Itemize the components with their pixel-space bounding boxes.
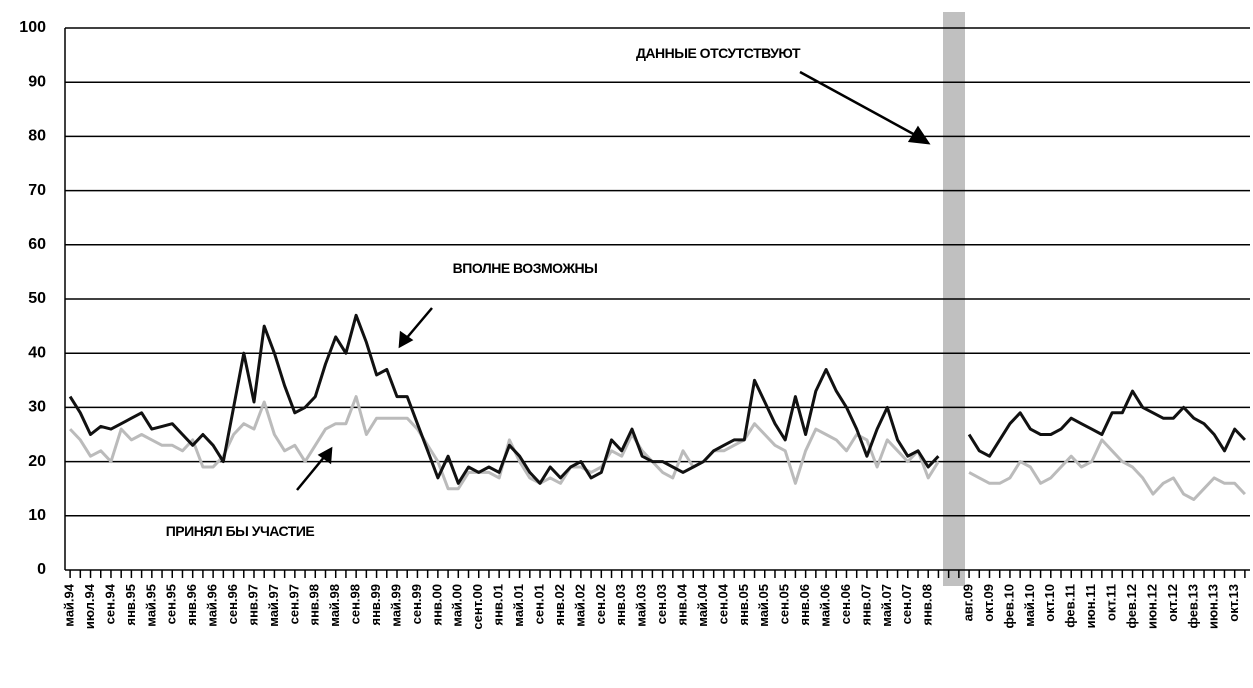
x-tick-label: янв.99 [368, 584, 383, 626]
y-tick-label: 90 [28, 73, 46, 90]
x-tick-label: фев.11 [1063, 584, 1078, 628]
x-tick-label: май.94 [62, 583, 77, 627]
x-tick-label: фев.10 [1001, 584, 1016, 629]
series-label: ВПОЛНЕ ВОЗМОЖНЫ [453, 260, 598, 276]
y-tick-label: 40 [28, 344, 46, 361]
x-tick-label: окт.12 [1165, 584, 1180, 622]
x-tick-label: сен.07 [899, 584, 914, 624]
x-tick-label: авг.09 [961, 584, 976, 621]
series-line [69, 395, 940, 491]
arrow-head [907, 125, 931, 145]
y-tick-label: 100 [19, 19, 46, 36]
x-tick-label: янв.95 [123, 584, 138, 626]
x-tick-label: июл.94 [82, 583, 97, 629]
x-tick-label: май.96 [205, 584, 220, 627]
x-tick-label: сен.05 [777, 584, 792, 624]
x-tick-label: май.06 [817, 584, 832, 627]
arrow [404, 307, 433, 341]
x-tick-label: сен.04 [715, 583, 730, 624]
x-tick-label: май.10 [1022, 584, 1037, 627]
x-tick-label: янв.00 [429, 584, 444, 626]
y-tick-label: 20 [28, 453, 46, 470]
x-tick-label: июн.11 [1083, 584, 1098, 628]
x-tick-label: сен.96 [225, 584, 240, 624]
x-tick-label: окт.10 [1042, 584, 1057, 622]
x-tick-label: сент.00 [470, 584, 485, 630]
x-tick-label: янв.01 [491, 584, 506, 626]
x-tick-label: май.99 [388, 584, 403, 627]
x-tick-label: янв.97 [245, 584, 260, 626]
x-tick-label: янв.04 [674, 583, 689, 625]
x-tick-label: май.98 [327, 584, 342, 627]
x-tick-label: июн.12 [1144, 584, 1159, 629]
x-tick-label: сен.98 [348, 584, 363, 624]
x-tick-label: май.97 [266, 584, 281, 627]
x-tick-label: май.00 [450, 584, 465, 627]
x-tick-label: янв.03 [613, 584, 628, 626]
x-tick-label: сен.94 [102, 583, 117, 624]
x-tick-label: май.02 [572, 584, 587, 627]
x-tick-label: май.07 [879, 584, 894, 627]
arrow-head [317, 446, 333, 465]
x-tick-label: сен.95 [164, 584, 179, 624]
x-tick-label: сен.06 [838, 584, 853, 624]
y-tick-label: 70 [28, 182, 46, 199]
x-tick-label: сен.99 [409, 584, 424, 624]
series-label: ПРИНЯЛ БЫ УЧАСТИЕ [166, 523, 315, 539]
x-tick-label: янв.08 [920, 584, 935, 626]
arrow-head [398, 330, 414, 349]
y-tick-label: 80 [28, 128, 46, 145]
x-tick-label: май.01 [511, 584, 526, 627]
x-tick-label: май.04 [695, 583, 710, 627]
arrows [296, 70, 931, 491]
x-tick-label: фев.12 [1124, 584, 1139, 629]
x-tick-label: окт.09 [981, 584, 996, 622]
y-tick-label: 10 [28, 507, 46, 524]
series-line [968, 438, 1246, 501]
x-tick-label: окт.11 [1104, 584, 1119, 621]
x-tick-label: янв.05 [736, 584, 751, 626]
x-tick-label: фев.13 [1185, 584, 1200, 629]
x-tick-label: янв.98 [307, 584, 322, 626]
x-tick-label: май.05 [756, 584, 771, 627]
series-line [967, 389, 1246, 458]
x-tick-label: янв.06 [797, 584, 812, 626]
x-tick-label: май.95 [143, 584, 158, 627]
y-tick-label: 30 [28, 399, 46, 416]
x-tick-label: янв.02 [552, 584, 567, 626]
x-tick-label: июн.13 [1206, 584, 1221, 629]
y-tick-label: 0 [37, 561, 46, 578]
annotation: ДАННЫЕ ОТСУТСТВУЮТ [636, 45, 801, 61]
x-tick-label: сен.97 [286, 584, 301, 624]
x-tick-label: янв.96 [184, 584, 199, 626]
y-tick-label: 60 [28, 236, 46, 253]
x-tick-label: сен.02 [593, 584, 608, 624]
x-tick-label: янв.07 [858, 584, 873, 626]
series-line [68, 313, 940, 485]
y-tick-label: 50 [28, 290, 46, 307]
x-tick-label: сен.03 [654, 584, 669, 624]
x-tick-label: окт.13 [1226, 584, 1241, 622]
x-tick-label: сен.01 [531, 584, 546, 624]
x-tick-label: май.03 [634, 584, 649, 627]
